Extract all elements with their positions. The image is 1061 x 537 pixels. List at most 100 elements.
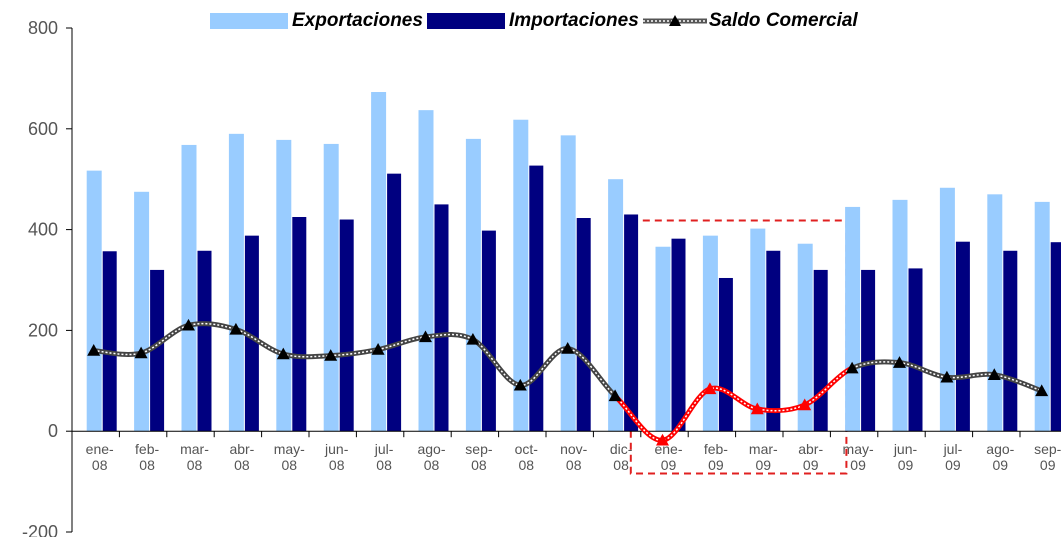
bar-exportaciones-0 — [86, 170, 102, 432]
bar-exportaciones-18 — [939, 187, 955, 432]
y-tick-label: -200 — [22, 522, 58, 537]
x-tick-label-month: oct- — [515, 441, 539, 457]
x-tick-label-year: 09 — [1040, 457, 1056, 473]
bar-exportaciones-20 — [1034, 201, 1050, 432]
saldo-marker-6 — [371, 343, 385, 355]
x-tick-label-month: sep- — [465, 441, 493, 457]
bar-importaciones-0 — [102, 251, 117, 432]
bar-importaciones-18 — [955, 241, 970, 432]
bar-importaciones-20 — [1050, 242, 1061, 432]
y-tick-label: 600 — [28, 119, 58, 139]
x-tick-label-month: jun- — [324, 441, 349, 457]
x-tick-label-year: 08 — [329, 457, 345, 473]
bar-importaciones-9 — [529, 165, 544, 432]
x-tick-label-year: 08 — [613, 457, 629, 473]
x-tick-label-month: nov- — [560, 441, 588, 457]
x-tick-label-month: mar- — [180, 441, 209, 457]
x-tick-label-year: 09 — [993, 457, 1009, 473]
bar-exportaciones-5 — [323, 143, 339, 432]
saldo-marker-12 — [656, 433, 669, 446]
x-tick-label-year: 08 — [376, 457, 392, 473]
bar-exportaciones-12 — [655, 246, 671, 432]
bar-importaciones-16 — [861, 269, 876, 432]
saldo-marker-18 — [940, 370, 954, 383]
bar-importaciones-2 — [197, 250, 212, 432]
x-tick-label-year: 08 — [566, 457, 582, 473]
x-tick-label-year: 08 — [139, 457, 155, 473]
bar-importaciones-1 — [150, 269, 165, 432]
saldo-marker-20 — [1035, 384, 1049, 397]
x-tick-label-year: 08 — [187, 457, 203, 473]
bar-exportaciones-2 — [181, 144, 197, 432]
x-tick-label-month: abr- — [798, 441, 823, 457]
legend-label-saldo-comercial: Saldo Comercial — [708, 10, 858, 31]
saldo-marker-13 — [703, 382, 717, 395]
x-tick-label-month: sep- — [1034, 441, 1061, 457]
x-tick-label-month: feb- — [135, 441, 159, 457]
bar-exportaciones-11 — [608, 179, 624, 432]
bar-exportaciones-6 — [371, 92, 387, 432]
x-tick-label-month: abr- — [229, 441, 254, 457]
x-tick-label-month: ago- — [417, 441, 445, 457]
x-tick-label-month: may- — [843, 441, 874, 457]
y-tick-label: 200 — [28, 320, 58, 340]
legend-item-importaciones: Importaciones — [426, 10, 639, 32]
x-tick-label-year: 09 — [756, 457, 772, 473]
x-tick-label-year: 09 — [945, 457, 961, 473]
bar-exportaciones-1 — [134, 191, 150, 432]
legend-item-exportaciones: Exportaciones — [210, 10, 423, 32]
x-tick-label-year: 09 — [803, 457, 819, 473]
saldo-marker-15 — [798, 398, 812, 411]
bar-exportaciones-9 — [513, 119, 529, 432]
saldo-marker-2 — [182, 318, 195, 331]
x-tick-label-year: 08 — [92, 457, 108, 473]
legend-item-saldo-comercial: Saldo Comercial — [642, 10, 858, 32]
bar-importaciones-11 — [624, 214, 639, 432]
saldo-marker-16 — [845, 361, 859, 374]
bar-importaciones-5 — [339, 219, 354, 432]
x-tick-label-month: jul- — [943, 441, 963, 457]
saldo-marker-11 — [608, 389, 622, 402]
x-tick-label-year: 08 — [519, 457, 535, 473]
x-tick-label-year: 08 — [234, 457, 250, 473]
bar-importaciones-4 — [292, 217, 307, 432]
bar-exportaciones-4 — [276, 139, 292, 432]
bar-exportaciones-19 — [987, 194, 1003, 432]
x-tick-label-year: 09 — [898, 457, 914, 473]
bar-exportaciones-13 — [702, 235, 718, 432]
bar-importaciones-12 — [671, 238, 686, 432]
bar-exportaciones-15 — [797, 243, 813, 432]
x-tick-label-month: jul- — [374, 441, 394, 457]
x-tick-label-month: ago- — [986, 441, 1014, 457]
bar-importaciones-19 — [1003, 250, 1018, 432]
legend-label-importaciones: Importaciones — [508, 10, 639, 31]
x-tick-label-year: 09 — [708, 457, 724, 473]
saldo-marker-17 — [893, 356, 906, 368]
saldo-marker-19 — [987, 368, 1001, 380]
legend-swatch-saldo-comercial — [642, 15, 707, 26]
saldo-marker-9 — [513, 378, 527, 391]
bar-exportaciones-17 — [892, 199, 908, 432]
saldo-marker-7 — [419, 330, 432, 343]
saldo-marker-3 — [229, 322, 243, 335]
chart-legend: Exportaciones Importaciones Saldo Comerc… — [210, 8, 862, 34]
saldo-marker-4 — [276, 347, 290, 360]
bar-importaciones-6 — [387, 173, 402, 432]
bar-exportaciones-14 — [750, 228, 766, 432]
saldo-marker-14 — [750, 402, 764, 415]
y-tick-label: 0 — [48, 421, 58, 441]
bar-importaciones-3 — [244, 235, 259, 432]
bar-exportaciones-3 — [228, 133, 244, 432]
bar-importaciones-17 — [908, 268, 923, 432]
bar-importaciones-13 — [718, 277, 733, 432]
legend-swatch-exportaciones — [210, 13, 288, 29]
y-tick-label: 800 — [28, 18, 58, 38]
x-tick-label-year: 09 — [661, 457, 677, 473]
bar-exportaciones-16 — [845, 206, 861, 432]
bar-exportaciones-10 — [560, 135, 576, 432]
saldo-marker-1 — [134, 346, 148, 359]
saldo-marker-8 — [466, 332, 480, 345]
x-tick-label-month: feb- — [704, 441, 728, 457]
y-tick-label: 400 — [28, 220, 58, 240]
